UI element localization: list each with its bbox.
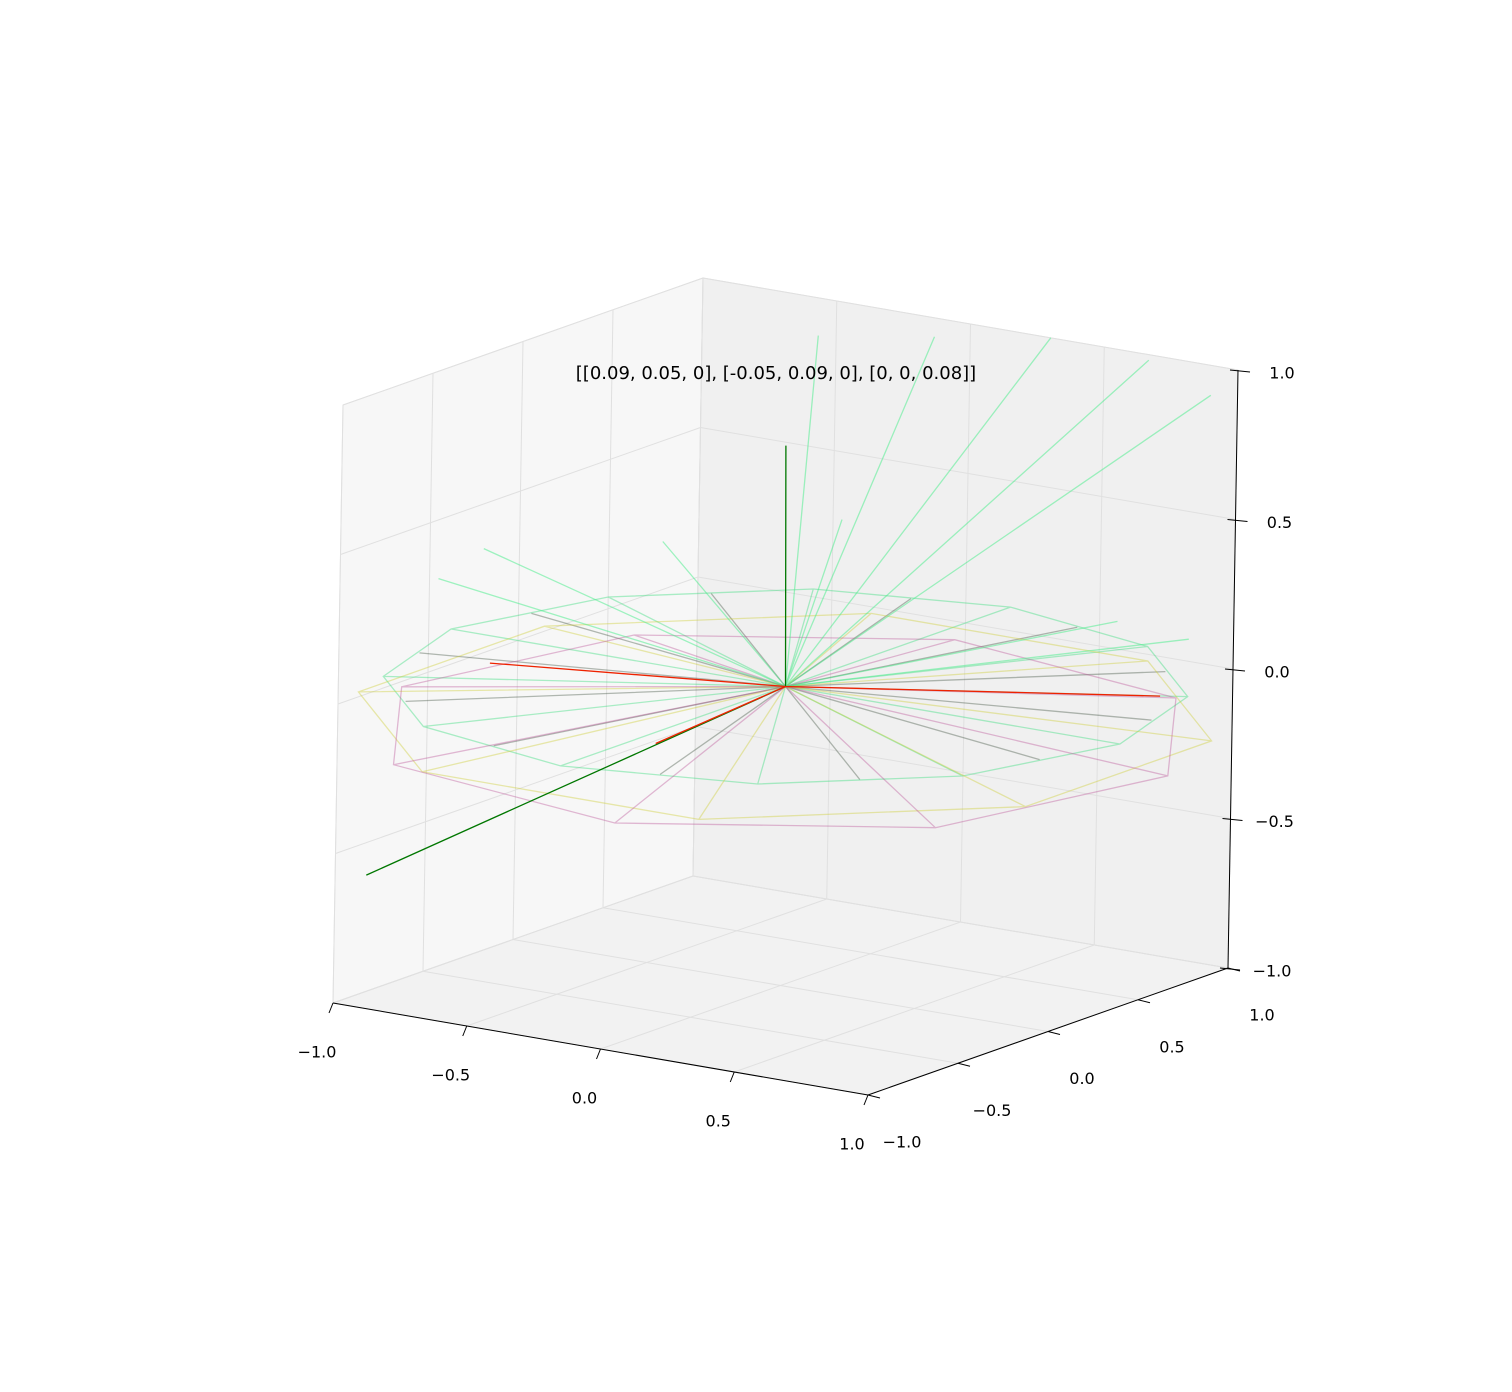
z-tick: [1222, 818, 1243, 821]
z-tick-label: 0.5: [1267, 513, 1292, 532]
x-tick: [328, 1002, 334, 1014]
y-tick-label: −1.0: [883, 1133, 922, 1152]
y-tick-label: 1.0: [1249, 1006, 1274, 1025]
x-tick-label: 0.0: [572, 1089, 597, 1108]
chart-title: [[0.09, 0.05, 0], [-0.05, 0.09, 0], [0, …: [576, 363, 976, 384]
grid-line: [335, 726, 696, 854]
y-tick: [1137, 999, 1151, 1004]
x-tick-label: 1.0: [839, 1135, 864, 1154]
grid-line: [700, 427, 1236, 520]
x-tick: [729, 1071, 735, 1083]
grid-line: [342, 277, 704, 406]
x-tick-label: 0.5: [706, 1112, 731, 1131]
x-axis: [332, 1002, 869, 1096]
y-tick: [957, 1062, 971, 1067]
x-tick: [462, 1025, 468, 1037]
x-tick-label: −1.0: [298, 1043, 337, 1062]
grid-line: [695, 726, 1231, 819]
y-tick: [867, 1094, 881, 1099]
series-line: [405, 593, 1166, 780]
grid-line: [332, 875, 694, 1004]
z-tick-label: −1.0: [1253, 962, 1292, 981]
z-tick-label: 0.0: [1264, 663, 1289, 682]
z-tick: [1219, 967, 1241, 971]
grid-line: [602, 907, 1139, 1001]
grid-line: [692, 875, 1229, 969]
grid-line: [697, 576, 1234, 670]
y-tick-label: 0.0: [1069, 1069, 1094, 1088]
z-tick-label: 1.0: [1269, 364, 1294, 383]
grid-line: [340, 427, 701, 555]
z-tick: [1229, 369, 1251, 373]
z-tick: [1227, 519, 1248, 522]
z-tick-label: −0.5: [1255, 812, 1294, 831]
grid-line: [702, 277, 1239, 371]
z-axis: [1227, 369, 1239, 969]
grid-line: [337, 576, 699, 705]
x-tick: [596, 1048, 601, 1060]
x-tick-label: −0.5: [431, 1066, 470, 1085]
y-axis: [867, 967, 1229, 1096]
y-tick: [1047, 1031, 1061, 1035]
axes: −1.0 −0.5 0.0 0.5 1.0 −1.0 −0.5 0.0 0.5 1.0 −1.0 −0…: [298, 364, 1295, 1154]
grid-line: [512, 939, 1049, 1032]
lines: [357, 335, 1213, 876]
series-line: [438, 335, 1212, 688]
grid-line: [422, 970, 959, 1064]
y-tick-label: −0.5: [973, 1101, 1012, 1120]
z-tick: [1224, 668, 1246, 672]
x-tick: [863, 1094, 869, 1106]
series-line: [489, 662, 1161, 745]
y-tick-label: 0.5: [1159, 1037, 1184, 1056]
